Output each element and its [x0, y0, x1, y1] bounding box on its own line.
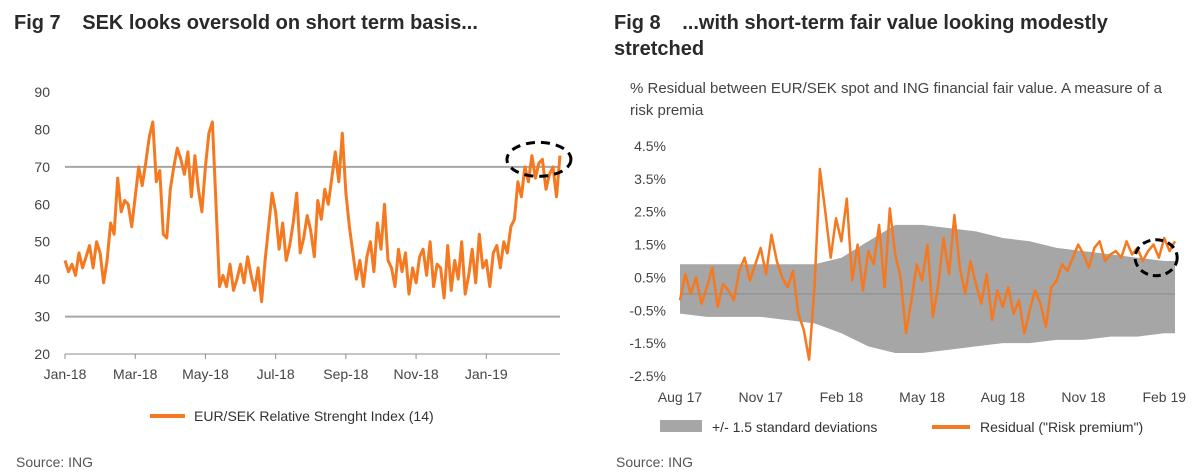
y-tick-label: 4.5%	[634, 138, 666, 154]
y-tick-label: 20	[34, 346, 50, 362]
y-tick-label: 80	[34, 121, 50, 137]
rsi-chart: 20 30 40 50 60 70 80 90 Jan-18 Mar-18 May-18 Jul-18…	[34, 84, 573, 424]
residual-series-line	[678, 167, 1177, 361]
y-tick-label: 30	[34, 309, 50, 325]
x-tick-label: Nov 18	[1061, 389, 1106, 405]
y-tick-label: 70	[34, 159, 50, 175]
y-tick-label: -1.5%	[629, 335, 666, 351]
residual-chart: -2.5% -1.5% -0.5% 0.5% 1.5% 2.5% 3.5% 4.5% Aug 1…	[629, 138, 1186, 435]
y-tick-label: 50	[34, 234, 50, 250]
y-tick-label: -0.5%	[629, 302, 666, 318]
x-tick-label: Mar-18	[113, 366, 158, 382]
x-tick-label: Jul-18	[257, 366, 295, 382]
y-tick-label: -2.5%	[629, 368, 666, 384]
x-tick-label: Sep-18	[323, 366, 368, 382]
y-tick-label: 2.5%	[634, 204, 666, 220]
x-tick-label: Jan-19	[465, 366, 508, 382]
legend-swatch-band	[660, 420, 702, 432]
x-tick-label: Feb 19	[1142, 389, 1186, 405]
panel-fig7: Fig 7 SEK looks oversold on short term b…	[14, 10, 573, 470]
y-tick-label: 1.5%	[634, 237, 666, 253]
y-tick-label: 60	[34, 196, 50, 212]
y-tick-label: 90	[34, 84, 50, 100]
chart-subtitle: % Residual between EUR/SEK spot and ING …	[630, 80, 1162, 119]
legend-label: EUR/SEK Relative Strenght Index (14)	[194, 408, 434, 424]
title-text: SEK looks oversold on short term basis..…	[82, 12, 478, 34]
y-tick-label: 40	[34, 271, 50, 287]
figure-number: Fig 8	[614, 12, 661, 34]
title-text: ...with short-term fair value looking mo…	[614, 12, 1108, 60]
source-note: Source: ING	[616, 454, 694, 470]
std-dev-band	[680, 224, 1175, 353]
chart-title-fig8: Fig 8 ...with short-term fair value look…	[614, 10, 1174, 62]
highlight-circle	[505, 140, 573, 178]
highlight-circle	[1133, 238, 1179, 278]
x-tick-label: Nov-18	[393, 366, 438, 382]
y-tick-label: 0.5%	[634, 269, 666, 285]
chart-title-fig7: Fig 7 SEK looks oversold on short term b…	[14, 10, 478, 36]
x-tick-label: Aug 18	[981, 389, 1026, 405]
x-tick-label: Feb 18	[820, 389, 864, 405]
y-tick-label: 3.5%	[634, 171, 666, 187]
legend-label: +/- 1.5 standard deviations	[712, 419, 877, 435]
source-note: Source: ING	[16, 454, 94, 470]
rsi-series-line	[63, 120, 562, 304]
x-tick-label: May 18	[899, 389, 945, 405]
x-tick-label: Aug 17	[658, 389, 703, 405]
x-tick-label: Nov 17	[739, 389, 784, 405]
x-tick-label: Jan-18	[44, 366, 87, 382]
legend-label: Residual ("Risk premium")	[980, 419, 1143, 435]
figure-number: Fig 7	[14, 12, 61, 34]
x-tick-label: May-18	[182, 366, 229, 382]
panel-fig8: Fig 8 ...with short-term fair value look…	[600, 0, 1200, 476]
